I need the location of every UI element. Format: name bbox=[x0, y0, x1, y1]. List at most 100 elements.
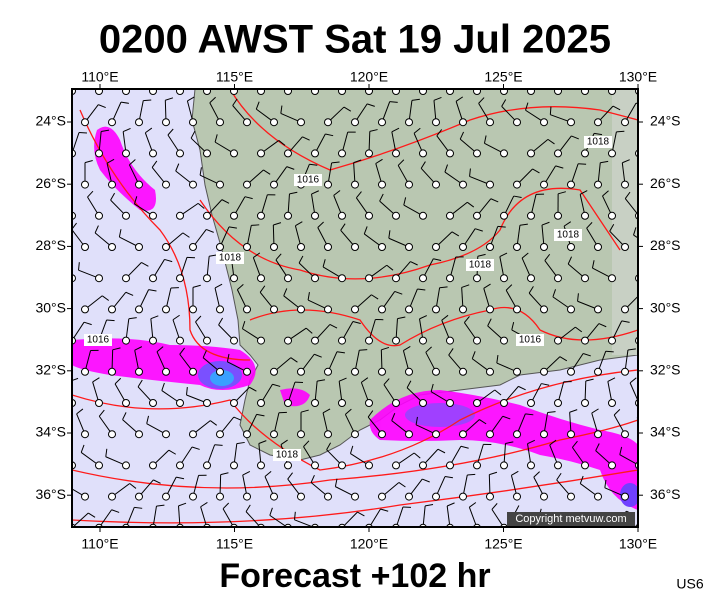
barb-flag bbox=[383, 378, 390, 385]
barb-station bbox=[419, 399, 427, 407]
barb-flag bbox=[287, 472, 293, 480]
barb-flag bbox=[80, 444, 85, 453]
barb-station bbox=[284, 149, 292, 158]
barb-flag bbox=[549, 439, 557, 446]
barb-station bbox=[284, 274, 292, 283]
barb-flag bbox=[209, 96, 216, 104]
barb-station bbox=[419, 274, 427, 283]
barb-flag bbox=[525, 413, 534, 416]
barb-station bbox=[513, 118, 521, 127]
barb-flag bbox=[605, 350, 614, 353]
isobar-label: 1018 bbox=[276, 450, 299, 461]
barb-flag bbox=[325, 133, 334, 137]
lat-label: 26°S bbox=[35, 175, 66, 191]
barb-flag bbox=[478, 97, 485, 104]
barb-flag bbox=[499, 252, 508, 258]
barb-flag bbox=[397, 316, 406, 320]
barb-station bbox=[338, 274, 346, 283]
barb-flag bbox=[256, 413, 265, 417]
lon-label: 115°E bbox=[216, 69, 253, 85]
barb-station bbox=[216, 367, 224, 376]
barb-flag bbox=[571, 135, 579, 140]
barb-station bbox=[338, 399, 346, 407]
barb-station bbox=[216, 180, 224, 189]
barb-flag bbox=[165, 97, 174, 101]
barb-flag bbox=[111, 509, 120, 513]
barb-station bbox=[284, 461, 292, 470]
map: 1016 1018 1018 1018 1016 1016 1018 1018 Copyrig… bbox=[72, 89, 638, 527]
barb-flag bbox=[214, 444, 223, 446]
barb-station bbox=[270, 243, 278, 251]
barb-station bbox=[270, 305, 278, 314]
barb-station bbox=[324, 305, 332, 314]
isobar-label: 1018 bbox=[469, 260, 492, 271]
isobar-label-box bbox=[294, 174, 322, 186]
barb-station bbox=[122, 149, 130, 158]
barb-station bbox=[95, 211, 103, 220]
barb-flag bbox=[381, 346, 390, 351]
barb-station bbox=[581, 336, 589, 345]
barb-flag bbox=[479, 419, 487, 425]
barb-station bbox=[338, 211, 346, 220]
barb-flag bbox=[425, 504, 434, 507]
barb-flag bbox=[437, 448, 446, 454]
barb-flag bbox=[547, 411, 556, 413]
barb-flag bbox=[233, 416, 242, 421]
barb-flag bbox=[420, 161, 426, 169]
barb-flag bbox=[349, 445, 354, 454]
barb-flag bbox=[489, 471, 498, 476]
barb-flag bbox=[444, 164, 449, 173]
barb-flag bbox=[583, 352, 591, 357]
barb-flag bbox=[591, 408, 599, 414]
barb-flag bbox=[338, 377, 347, 382]
barb-flag bbox=[514, 505, 520, 513]
barb-station bbox=[95, 149, 103, 158]
isobar-label: 1016 bbox=[297, 175, 320, 186]
barb-station bbox=[230, 274, 238, 283]
barb-station bbox=[311, 211, 319, 220]
barb-flag bbox=[326, 442, 332, 450]
barb-station bbox=[203, 336, 211, 345]
barb-station bbox=[243, 180, 251, 189]
lat-label: 34°S bbox=[35, 424, 66, 440]
barb-station bbox=[162, 430, 170, 439]
barb-flag bbox=[94, 225, 99, 234]
barb-flag bbox=[439, 286, 448, 289]
barb-station bbox=[243, 118, 251, 127]
barb-station bbox=[135, 180, 143, 189]
barb-station bbox=[405, 367, 413, 376]
barb-flag bbox=[307, 292, 310, 301]
barb-flag bbox=[272, 383, 281, 387]
barb-flag bbox=[245, 504, 251, 512]
barb-station bbox=[567, 492, 575, 501]
barb-flag bbox=[118, 229, 122, 238]
barb-station bbox=[365, 399, 373, 407]
barb-flag bbox=[541, 221, 550, 226]
barb-flag bbox=[298, 255, 304, 264]
barb-flag bbox=[369, 129, 378, 132]
barb-flag bbox=[249, 386, 257, 392]
barb-flag bbox=[528, 286, 534, 294]
barb-station bbox=[216, 243, 224, 251]
barb-flag bbox=[310, 474, 315, 483]
lat-label: 32°S bbox=[650, 362, 681, 378]
lon-label: 130°E bbox=[619, 69, 657, 85]
barb-flag bbox=[101, 129, 110, 132]
barb-flag bbox=[190, 130, 196, 139]
barb-flag bbox=[259, 285, 266, 293]
barb-flag bbox=[322, 408, 331, 414]
barb-station bbox=[257, 461, 265, 470]
barb-flag bbox=[563, 221, 572, 227]
barb-station bbox=[243, 243, 251, 251]
barb-station bbox=[432, 492, 440, 501]
barb-station bbox=[162, 492, 170, 501]
barb-station bbox=[392, 149, 400, 158]
barb-station bbox=[594, 305, 602, 314]
barb-station bbox=[257, 399, 265, 407]
barb-flag bbox=[604, 479, 607, 488]
barb-station bbox=[230, 461, 238, 470]
barb-station bbox=[311, 89, 319, 95]
barb-station bbox=[486, 243, 494, 251]
barb-flag bbox=[406, 380, 412, 389]
barb-station bbox=[216, 305, 224, 314]
